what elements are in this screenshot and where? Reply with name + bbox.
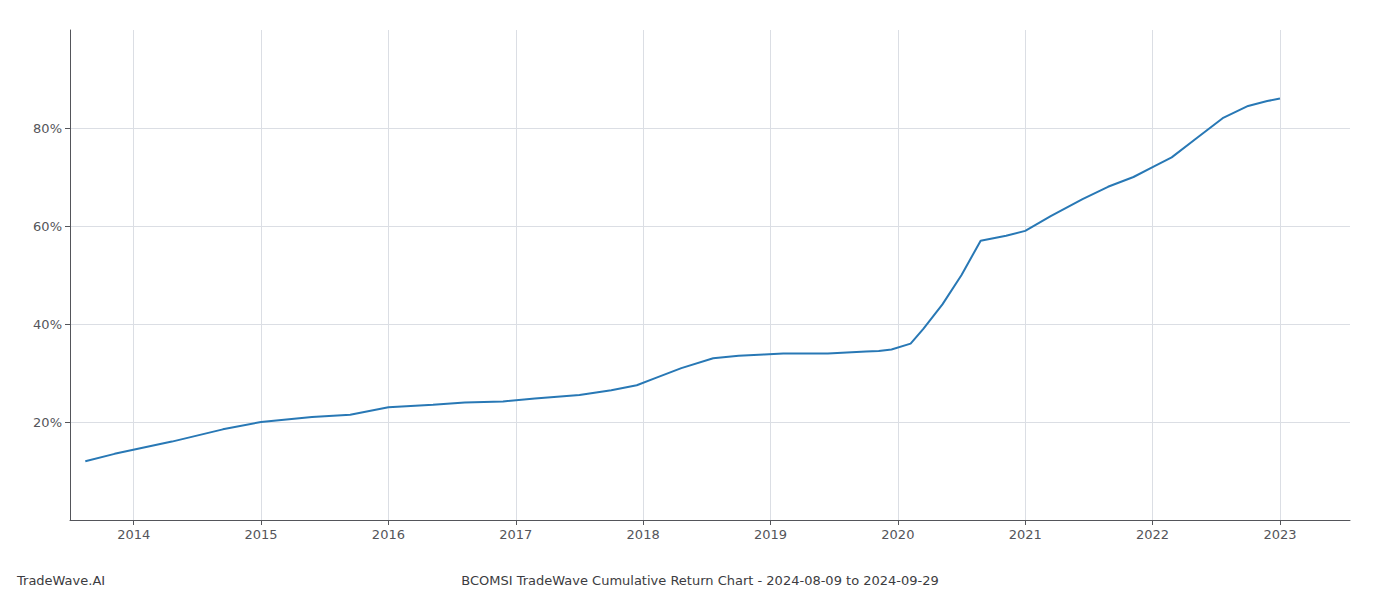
svg-text:TradeWave.AI: TradeWave.AI [16,573,105,588]
svg-text:2021: 2021 [1009,527,1042,542]
svg-text:20%: 20% [33,415,62,430]
svg-text:2016: 2016 [372,527,405,542]
svg-text:2020: 2020 [881,527,914,542]
svg-text:80%: 80% [33,121,62,136]
svg-text:2018: 2018 [627,527,660,542]
svg-text:2023: 2023 [1263,527,1296,542]
svg-text:2015: 2015 [244,527,277,542]
svg-text:2019: 2019 [754,527,787,542]
svg-text:BCOMSI TradeWave Cumulative Re: BCOMSI TradeWave Cumulative Return Chart… [461,573,939,588]
svg-text:2014: 2014 [117,527,150,542]
svg-text:2022: 2022 [1136,527,1169,542]
svg-text:2017: 2017 [499,527,532,542]
svg-text:40%: 40% [33,317,62,332]
svg-text:60%: 60% [33,219,62,234]
